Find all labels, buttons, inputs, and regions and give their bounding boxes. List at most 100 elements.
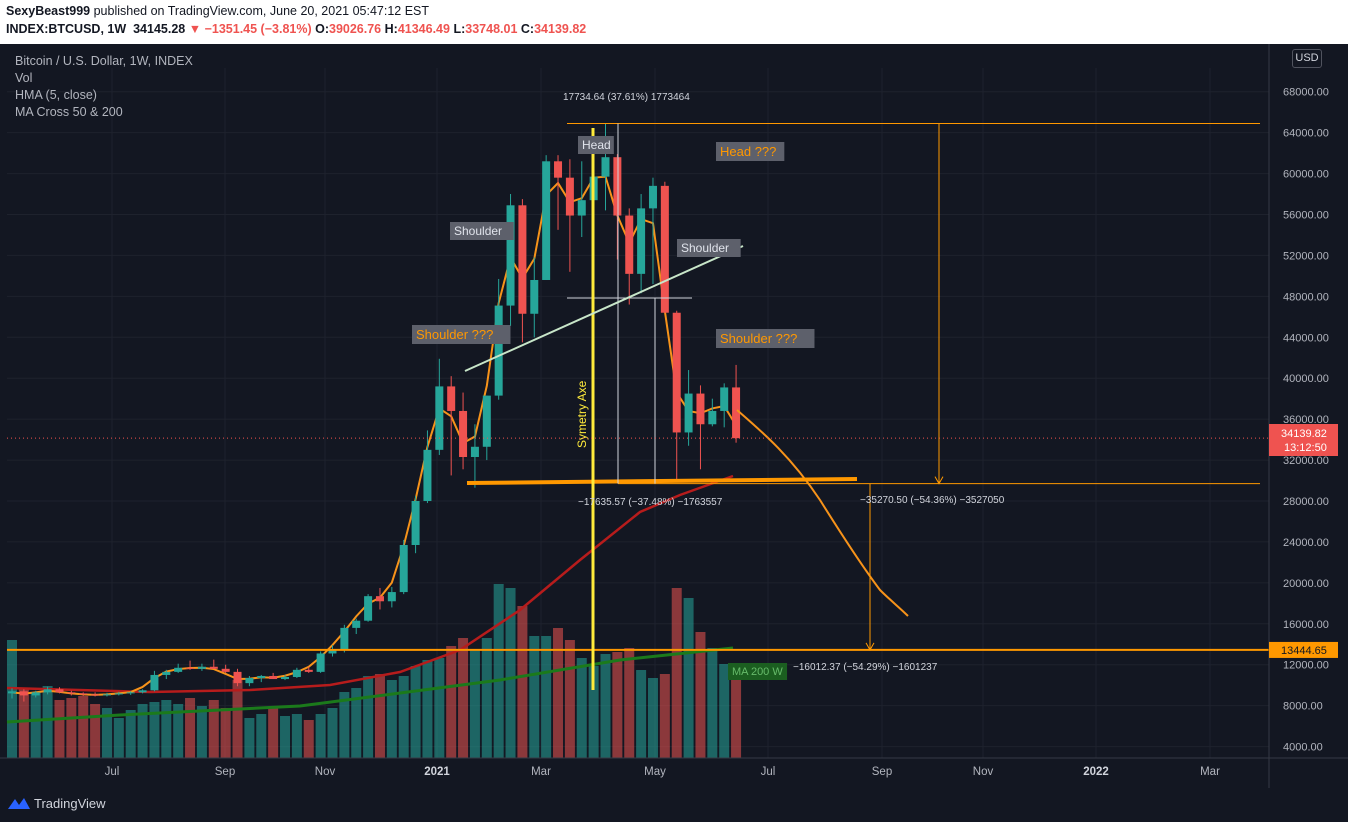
candle — [102, 692, 111, 697]
candle-body — [269, 675, 278, 680]
shoulder-q-right-label: Shoulder ??? — [720, 331, 797, 346]
candle — [684, 370, 693, 446]
volume-bar — [315, 714, 326, 758]
volume-bar — [647, 678, 658, 758]
volume-bar — [707, 648, 718, 758]
low-label: L: — [453, 22, 466, 36]
axes: 68000.00 64000.00 60000.00 56000.00 52000.00… — [0, 44, 1348, 788]
legend-vol[interactable]: Vol — [15, 71, 33, 85]
volume-bar — [18, 688, 29, 758]
candle — [554, 155, 563, 230]
candle-body — [720, 387, 729, 411]
candle — [257, 674, 266, 683]
legend-ma-cross[interactable]: MA Cross 50 & 200 — [15, 105, 123, 119]
ma200-label: MA 200 W — [732, 666, 783, 678]
y-tick-label: 24000.00 — [1283, 537, 1329, 549]
candle — [55, 687, 64, 694]
x-tick-label: 2021 — [424, 766, 450, 778]
candle-body — [19, 691, 28, 696]
volume-bar — [291, 714, 302, 758]
legend-hma[interactable]: HMA (5, close) — [15, 88, 97, 102]
publisher-name[interactable]: SexyBeast999 — [6, 4, 91, 18]
y-tick-label: 36000.00 — [1283, 414, 1329, 426]
candle — [696, 385, 705, 470]
countdown-label: 13:12:50 — [1284, 442, 1327, 454]
price-change: −1351.45 (−3.81%) — [204, 22, 312, 36]
shoulder-right-label: Shoulder — [681, 241, 729, 255]
candle-body — [565, 177, 574, 216]
candle — [174, 663, 183, 673]
y-tick-label: 20000.00 — [1283, 578, 1329, 590]
tradingview-brand[interactable]: TradingView — [34, 796, 106, 811]
candle — [162, 669, 171, 680]
candle-body — [613, 157, 622, 216]
y-tick-label: 68000.00 — [1283, 87, 1329, 99]
y-tick-label: 60000.00 — [1283, 169, 1329, 181]
x-tick-label: Mar — [1200, 766, 1220, 778]
candle-body — [8, 691, 16, 694]
volume-bar — [66, 698, 77, 758]
volume-bar — [351, 688, 362, 758]
candle — [470, 424, 479, 488]
open-label: O: — [315, 22, 329, 36]
candle-body — [304, 669, 313, 672]
candle — [447, 376, 456, 476]
high-value: 41346.49 — [397, 22, 450, 36]
tradingview-logo-icon[interactable] — [7, 796, 31, 815]
candle-body — [459, 410, 468, 458]
candle — [637, 194, 646, 294]
candle — [625, 208, 634, 305]
volume-bar — [303, 720, 314, 758]
volume-bar — [113, 718, 124, 758]
candle-body — [506, 205, 515, 306]
volume-bar — [564, 640, 575, 758]
candle-body — [411, 501, 420, 546]
candle — [732, 364, 741, 443]
candle — [126, 691, 135, 695]
candle-body — [102, 694, 111, 696]
candle-body — [209, 666, 218, 669]
candle-body — [518, 205, 527, 314]
candle — [43, 686, 52, 695]
volume-bar — [280, 716, 291, 758]
candle — [352, 618, 361, 635]
x-tick-label: 2022 — [1083, 766, 1109, 778]
candle-body — [79, 693, 88, 695]
volume-bar — [493, 584, 504, 758]
candle-body — [375, 596, 384, 602]
volume-bar — [469, 650, 480, 758]
annotation-neck-measure: −17635.57 (−37.48%) −1763557 — [578, 497, 723, 508]
candle — [613, 154, 622, 260]
candle-body — [554, 161, 563, 178]
candles — [8, 123, 741, 702]
candle — [233, 668, 242, 687]
arrow-head-icon — [865, 642, 875, 651]
candle-body — [186, 667, 195, 669]
candle — [281, 674, 290, 681]
candle-body — [126, 692, 135, 694]
ma200-label-bg — [728, 663, 788, 680]
volume-bar — [481, 638, 492, 758]
candle — [459, 392, 468, 470]
volume-bar — [576, 658, 587, 758]
candle-body — [292, 669, 301, 677]
candle-body — [637, 208, 646, 274]
candle — [79, 692, 88, 696]
candle-body — [55, 689, 64, 693]
x-tick-label: Nov — [973, 766, 994, 778]
currency-button[interactable]: USD — [1292, 49, 1322, 68]
candle-body — [423, 449, 432, 502]
candle-body — [625, 215, 634, 274]
legend-title[interactable]: Bitcoin / U.S. Dollar, 1W, INDEX — [15, 54, 193, 68]
head-label-bg — [578, 136, 614, 154]
volume-bar — [719, 664, 730, 758]
y-tick-label: 52000.00 — [1283, 250, 1329, 262]
down-arrow-icon: ▼ — [188, 22, 202, 36]
candle — [577, 161, 586, 238]
chart-legend: Bitcoin / U.S. Dollar, 1W, INDEX Vol HMA… — [15, 53, 193, 121]
volume-bar — [220, 708, 231, 758]
current-price-label: 34139.82 — [1281, 428, 1327, 440]
candle-body — [684, 393, 693, 433]
candle-body — [672, 312, 681, 433]
